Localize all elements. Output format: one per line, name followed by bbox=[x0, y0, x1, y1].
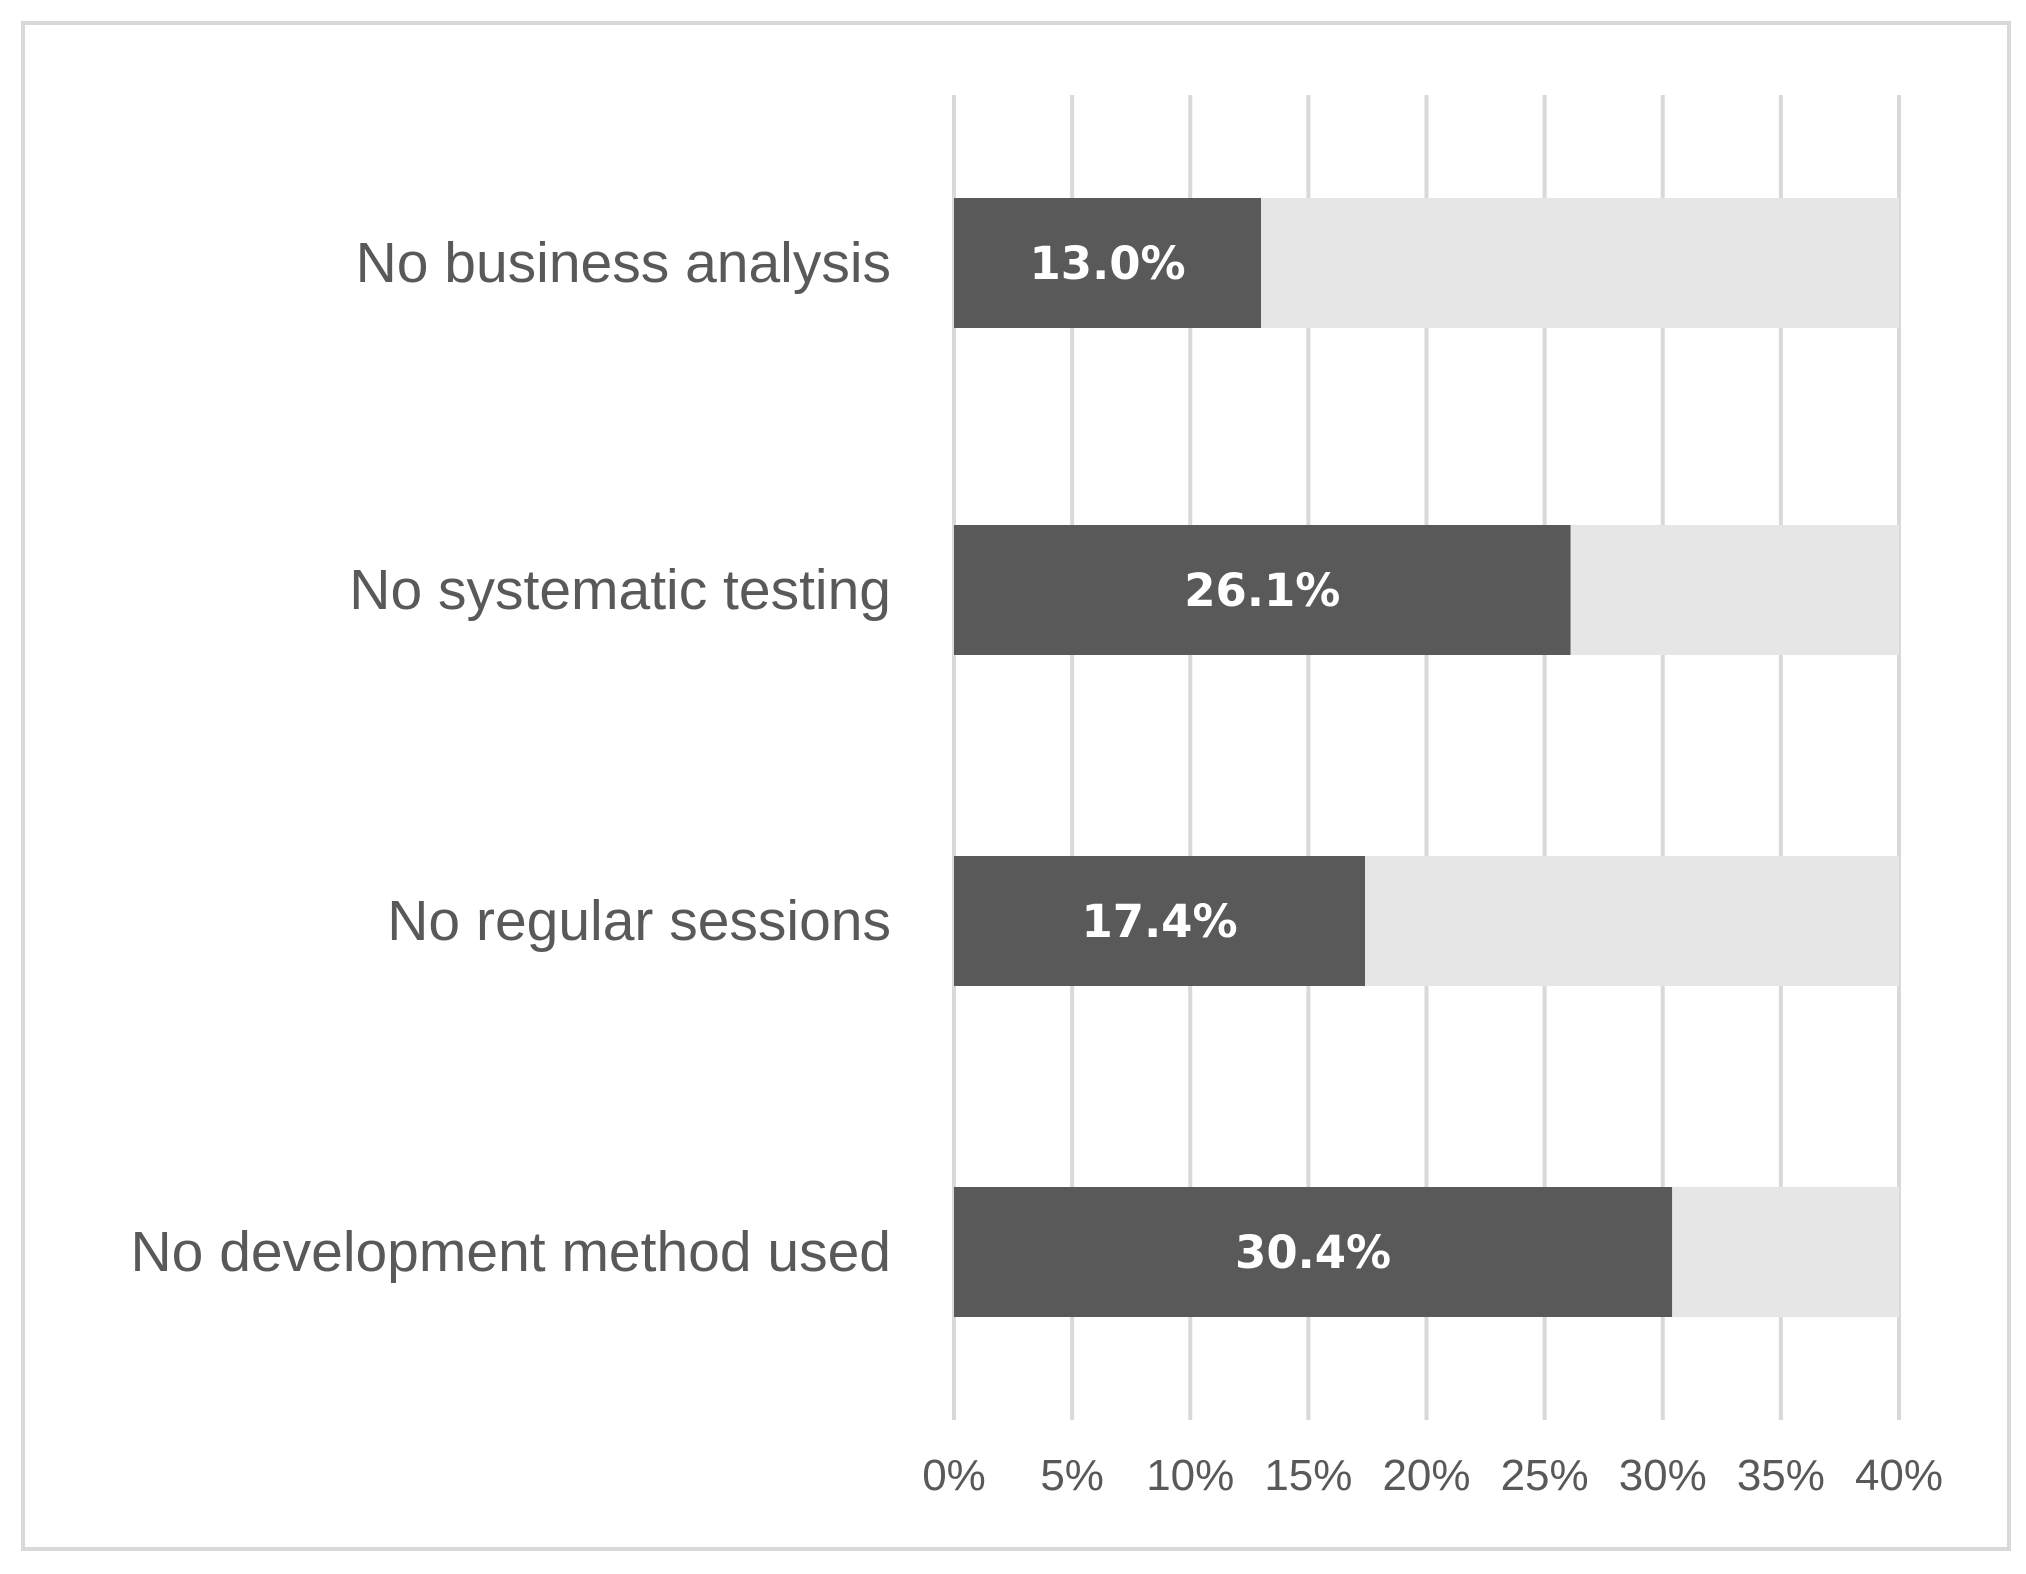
bar-chart: 0% 5% 10% 15% 20% 25% 30% 35% 40% No business ana… bbox=[131, 95, 1944, 1500]
bar-remainder bbox=[1672, 1187, 1899, 1317]
data-label: 26.1% bbox=[1184, 564, 1340, 617]
x-tick-label: 40% bbox=[1855, 1451, 1943, 1500]
x-tick-label: 20% bbox=[1382, 1451, 1470, 1500]
bar-remainder bbox=[1365, 856, 1899, 986]
bar bbox=[954, 856, 1366, 986]
bar-remainder bbox=[1570, 525, 1899, 655]
x-tick-label: 25% bbox=[1501, 1451, 1589, 1500]
labels: 0% 5% 10% 15% 20% 25% 30% 35% 40% No business ana… bbox=[131, 231, 1944, 1500]
data-label: 17.4% bbox=[1081, 895, 1237, 948]
x-tick-label: 15% bbox=[1264, 1451, 1352, 1500]
category-label: No business analysis bbox=[356, 231, 891, 295]
bar bbox=[954, 198, 1262, 328]
x-tick-label: 0% bbox=[922, 1451, 986, 1500]
x-tick-label: 5% bbox=[1040, 1451, 1104, 1500]
bars bbox=[954, 198, 1899, 1317]
chart-frame: 0% 5% 10% 15% 20% 25% 30% 35% 40% No business ana… bbox=[21, 21, 2011, 1551]
data-label: 30.4% bbox=[1235, 1226, 1391, 1279]
x-tick-label: 10% bbox=[1146, 1451, 1234, 1500]
bar bbox=[954, 1187, 1673, 1317]
x-tick-label: 30% bbox=[1619, 1451, 1707, 1500]
bar-remainder bbox=[1261, 198, 1899, 328]
x-tick-label: 35% bbox=[1737, 1451, 1825, 1500]
category-label: No regular sessions bbox=[387, 889, 891, 953]
category-label: No systematic testing bbox=[349, 558, 891, 622]
category-label: No development method used bbox=[131, 1220, 891, 1284]
bar bbox=[954, 525, 1571, 655]
data-label: 13.0% bbox=[1030, 237, 1186, 290]
